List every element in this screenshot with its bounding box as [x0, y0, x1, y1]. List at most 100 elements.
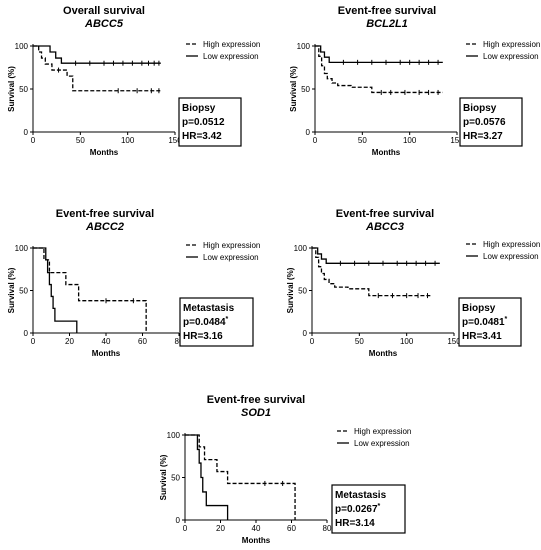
- stats-hr: HR=3.27: [463, 131, 503, 142]
- series-line-low-expression: [315, 45, 443, 63]
- y-tick-label: 50: [19, 287, 28, 296]
- chart-title: Event-free survival: [207, 394, 305, 406]
- significance-mark: *: [226, 316, 229, 323]
- stats-pvalue: p=0.0484*: [183, 316, 229, 328]
- y-tick-label: 100: [167, 431, 181, 440]
- stats-group: Biopsy: [463, 103, 497, 114]
- stats-group: Biopsy: [462, 303, 496, 314]
- legend-label: Low expression: [203, 52, 259, 61]
- y-tick-label: 0: [176, 516, 181, 525]
- y-tick-label: 50: [298, 287, 307, 296]
- significance-mark: *: [505, 316, 508, 323]
- legend-label: High expression: [483, 40, 540, 49]
- stats-hr: HR=3.42: [182, 131, 222, 142]
- stats-pvalue: p=0.0576: [463, 117, 506, 128]
- y-tick-label: 100: [15, 42, 29, 51]
- series-line-low-expression: [312, 247, 440, 264]
- stats-hr: HR=3.16: [183, 331, 223, 342]
- x-tick-label: 0: [31, 136, 36, 145]
- legend-label: High expression: [354, 427, 411, 436]
- x-tick-label: 60: [287, 524, 296, 533]
- y-tick-label: 0: [306, 128, 311, 137]
- x-tick-label: 40: [102, 337, 111, 346]
- chart-title: Overall survival: [63, 5, 145, 17]
- y-tick-label: 50: [171, 474, 180, 483]
- y-axis-label: Survival (%): [7, 66, 16, 112]
- y-axis-label: Survival (%): [7, 267, 16, 313]
- chart-title: Event-free survival: [56, 208, 154, 220]
- series-line-high-expression: [312, 247, 431, 297]
- legend-label: Low expression: [354, 439, 410, 448]
- y-tick-label: 50: [301, 85, 310, 94]
- x-tick-label: 60: [138, 337, 147, 346]
- x-axis-label: Months: [90, 148, 119, 157]
- p-value-text: p=0.0484: [183, 317, 226, 328]
- y-tick-label: 0: [24, 128, 29, 137]
- significance-mark: *: [378, 503, 381, 510]
- stats-hr: HR=3.41: [462, 331, 502, 342]
- p-value-text: p=0.0481: [462, 317, 505, 328]
- series-line-high-expression: [315, 45, 443, 94]
- y-axis-label: Survival (%): [289, 66, 298, 112]
- legend-label: Low expression: [483, 52, 539, 61]
- x-axis-label: Months: [372, 148, 401, 157]
- x-tick-label: 150: [168, 136, 182, 145]
- stats-group: Metastasis: [183, 303, 235, 314]
- stats-pvalue: p=0.0512: [182, 117, 225, 128]
- x-tick-label: 150: [447, 337, 461, 346]
- legend-label: Low expression: [203, 253, 259, 262]
- chart-subtitle: BCL2L1: [366, 18, 408, 30]
- legend-label: High expression: [203, 241, 260, 250]
- series-line-low-expression: [185, 434, 229, 520]
- x-tick-label: 40: [252, 524, 261, 533]
- stats-box: [331, 484, 406, 534]
- x-tick-label: 100: [400, 337, 414, 346]
- stats-group: Metastasis: [335, 490, 387, 501]
- x-tick-label: 50: [76, 136, 85, 145]
- x-tick-label: 50: [358, 136, 367, 145]
- x-tick-label: 100: [121, 136, 135, 145]
- y-axis-label: Survival (%): [159, 454, 168, 500]
- y-tick-label: 0: [303, 329, 308, 338]
- x-tick-label: 0: [313, 136, 318, 145]
- x-tick-label: 150: [450, 136, 464, 145]
- chart-subtitle: ABCC2: [85, 221, 124, 233]
- x-tick-label: 20: [65, 337, 74, 346]
- x-tick-label: 80: [323, 524, 332, 533]
- p-value-text: p=0.0267: [335, 504, 378, 515]
- legend-label: High expression: [483, 240, 540, 249]
- series-line-high-expression: [185, 434, 296, 520]
- x-tick-label: 80: [175, 337, 184, 346]
- stats-group: Biopsy: [182, 103, 216, 114]
- y-tick-label: 50: [19, 85, 28, 94]
- stats-box: [178, 97, 242, 147]
- series-line-high-expression: [33, 45, 161, 92]
- series-line-low-expression: [33, 247, 78, 333]
- x-tick-label: 50: [355, 337, 364, 346]
- x-tick-label: 100: [403, 136, 417, 145]
- stats-pvalue: p=0.0481*: [462, 316, 508, 328]
- chart-subtitle: SOD1: [241, 407, 271, 419]
- stats-box: [179, 297, 254, 347]
- p-value-text: p=0.0576: [463, 117, 506, 128]
- chart-title: Event-free survival: [336, 208, 434, 220]
- stats-hr: HR=3.14: [335, 518, 375, 529]
- y-axis-label: Survival (%): [286, 267, 295, 313]
- series-line-high-expression: [33, 247, 147, 333]
- legend-label: High expression: [203, 40, 260, 49]
- stats-box: [459, 97, 523, 147]
- x-tick-label: 0: [183, 524, 188, 533]
- x-axis-label: Months: [242, 536, 271, 545]
- y-tick-label: 0: [24, 329, 29, 338]
- chart-title: Event-free survival: [338, 5, 436, 17]
- y-tick-label: 100: [294, 244, 308, 253]
- legend-label: Low expression: [483, 252, 539, 261]
- chart-subtitle: ABCC5: [84, 18, 124, 30]
- x-tick-label: 0: [310, 337, 315, 346]
- chart-subtitle: ABCC3: [365, 221, 404, 233]
